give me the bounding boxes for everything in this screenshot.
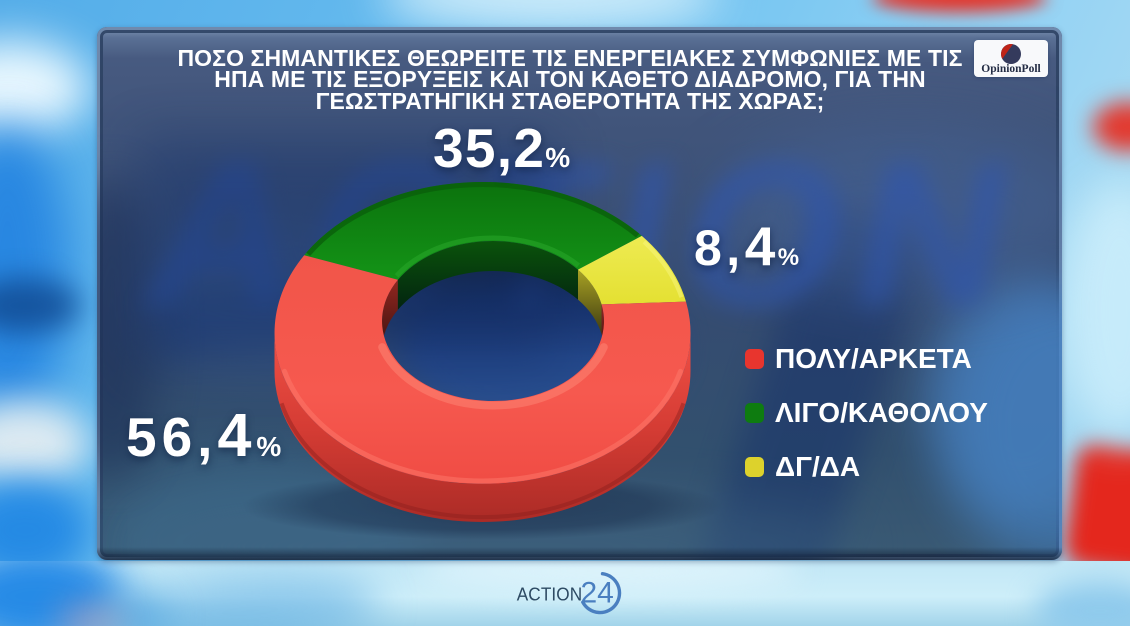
svg-text:ACTION: ACTION xyxy=(517,584,583,605)
svg-text:24: 24 xyxy=(581,576,614,609)
